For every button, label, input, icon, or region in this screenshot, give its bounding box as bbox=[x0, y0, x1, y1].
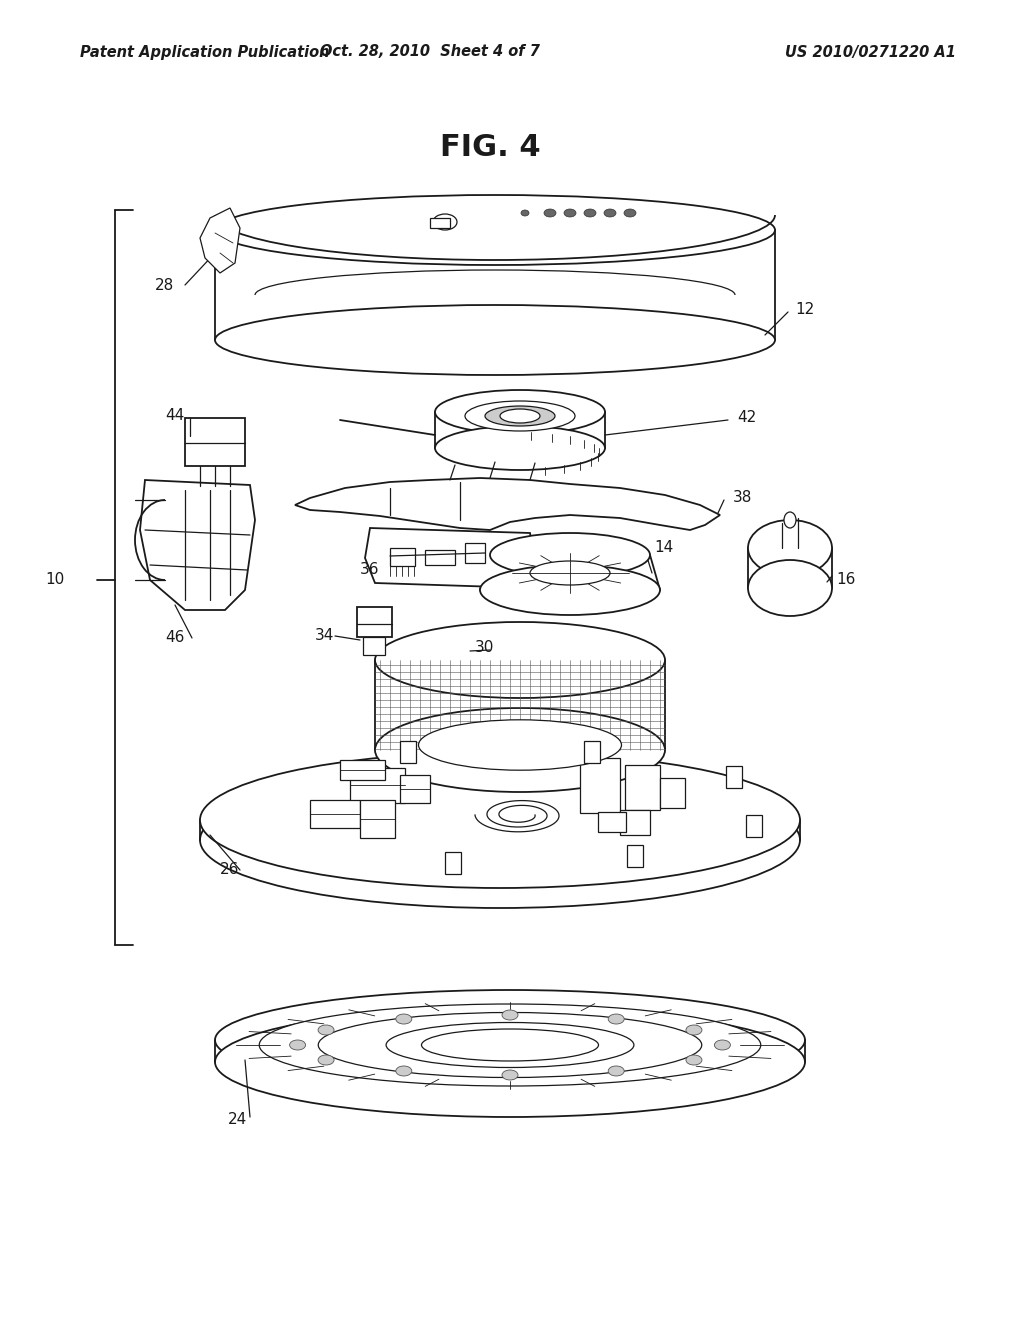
Bar bbox=[598, 812, 626, 832]
Ellipse shape bbox=[490, 533, 650, 577]
Bar bbox=[362, 638, 385, 655]
Ellipse shape bbox=[435, 389, 605, 434]
Ellipse shape bbox=[215, 195, 775, 265]
Ellipse shape bbox=[200, 772, 800, 908]
Ellipse shape bbox=[485, 407, 555, 426]
Bar bbox=[400, 775, 430, 803]
Text: 42: 42 bbox=[737, 411, 757, 425]
Text: 46: 46 bbox=[165, 631, 184, 645]
Text: Oct. 28, 2010  Sheet 4 of 7: Oct. 28, 2010 Sheet 4 of 7 bbox=[321, 45, 540, 59]
Text: 24: 24 bbox=[228, 1113, 247, 1127]
Ellipse shape bbox=[318, 1026, 334, 1035]
Ellipse shape bbox=[608, 1014, 625, 1024]
Text: 34: 34 bbox=[315, 628, 335, 644]
Bar bbox=[745, 814, 762, 837]
Bar bbox=[350, 768, 406, 803]
Bar bbox=[430, 218, 450, 228]
Ellipse shape bbox=[433, 214, 457, 230]
Ellipse shape bbox=[396, 1067, 412, 1076]
Text: US 2010/0271220 A1: US 2010/0271220 A1 bbox=[784, 45, 955, 59]
Ellipse shape bbox=[259, 1005, 761, 1086]
Ellipse shape bbox=[715, 1040, 730, 1049]
Bar bbox=[580, 758, 620, 813]
Polygon shape bbox=[200, 209, 240, 273]
Bar bbox=[726, 766, 741, 788]
Ellipse shape bbox=[422, 1030, 598, 1061]
Ellipse shape bbox=[375, 708, 665, 792]
Ellipse shape bbox=[502, 1010, 518, 1020]
Ellipse shape bbox=[521, 210, 529, 216]
Bar bbox=[445, 851, 461, 874]
Ellipse shape bbox=[396, 1014, 412, 1024]
Ellipse shape bbox=[748, 520, 831, 576]
Ellipse shape bbox=[318, 1055, 334, 1065]
Text: 26: 26 bbox=[220, 862, 240, 878]
Ellipse shape bbox=[544, 209, 556, 216]
Ellipse shape bbox=[564, 209, 575, 216]
Polygon shape bbox=[295, 478, 720, 531]
Bar bbox=[357, 607, 392, 638]
Ellipse shape bbox=[375, 622, 665, 698]
Ellipse shape bbox=[215, 305, 775, 375]
Ellipse shape bbox=[748, 560, 831, 616]
Ellipse shape bbox=[386, 1023, 634, 1068]
Text: 12: 12 bbox=[795, 302, 814, 318]
Bar bbox=[340, 760, 385, 780]
Ellipse shape bbox=[480, 565, 660, 615]
Ellipse shape bbox=[290, 1040, 305, 1049]
Text: 44: 44 bbox=[165, 408, 184, 422]
Bar bbox=[585, 741, 600, 763]
Bar bbox=[185, 418, 245, 466]
Text: 38: 38 bbox=[733, 491, 753, 506]
Ellipse shape bbox=[784, 512, 796, 528]
Ellipse shape bbox=[686, 1055, 701, 1065]
Text: FIG. 4: FIG. 4 bbox=[439, 133, 541, 162]
Text: 30: 30 bbox=[475, 640, 495, 656]
Bar bbox=[310, 800, 360, 828]
Text: 36: 36 bbox=[360, 562, 380, 578]
Ellipse shape bbox=[318, 1012, 701, 1077]
Ellipse shape bbox=[530, 561, 610, 585]
Polygon shape bbox=[365, 528, 535, 587]
Ellipse shape bbox=[604, 209, 616, 216]
Polygon shape bbox=[140, 480, 255, 610]
Text: 14: 14 bbox=[654, 540, 673, 556]
Text: 28: 28 bbox=[155, 277, 174, 293]
Ellipse shape bbox=[500, 409, 540, 422]
Bar bbox=[625, 766, 660, 810]
Bar bbox=[627, 845, 643, 867]
Bar bbox=[620, 810, 650, 836]
Bar bbox=[660, 777, 685, 808]
Ellipse shape bbox=[465, 401, 575, 432]
Ellipse shape bbox=[608, 1067, 625, 1076]
Ellipse shape bbox=[215, 1007, 805, 1117]
Ellipse shape bbox=[435, 426, 605, 470]
Ellipse shape bbox=[686, 1026, 701, 1035]
Text: Patent Application Publication: Patent Application Publication bbox=[80, 45, 330, 59]
Bar bbox=[399, 741, 416, 763]
Ellipse shape bbox=[419, 719, 622, 770]
Ellipse shape bbox=[584, 209, 596, 216]
Ellipse shape bbox=[200, 752, 800, 888]
Bar bbox=[390, 548, 415, 566]
Ellipse shape bbox=[624, 209, 636, 216]
Ellipse shape bbox=[502, 1071, 518, 1080]
Text: 16: 16 bbox=[836, 573, 855, 587]
Bar bbox=[465, 543, 485, 564]
Bar bbox=[425, 550, 455, 565]
Text: 10: 10 bbox=[46, 573, 65, 587]
Bar bbox=[360, 800, 395, 838]
Ellipse shape bbox=[215, 990, 805, 1090]
